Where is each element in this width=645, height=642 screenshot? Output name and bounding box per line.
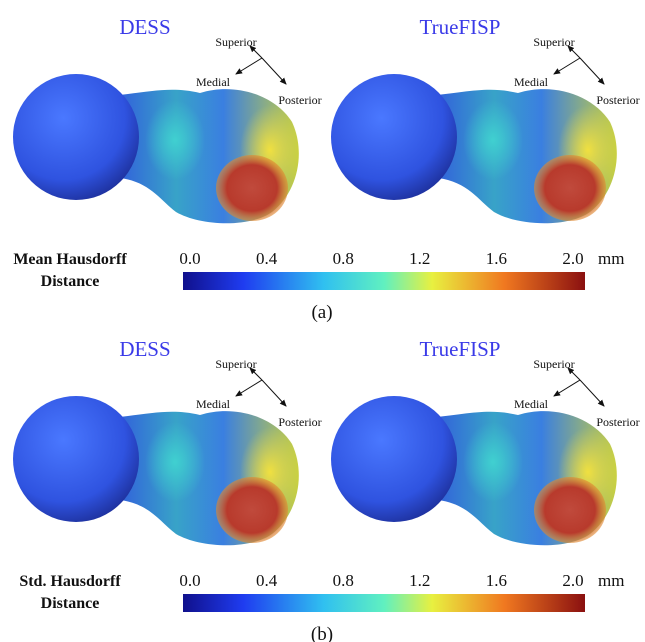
orientation-label: Posterior (596, 93, 639, 107)
colorbar-unit: mm (598, 249, 624, 268)
orientation-label: Medial (196, 397, 231, 411)
colorbar-tick: 0.8 (333, 249, 354, 268)
colorbar-tick: 2.0 (562, 571, 583, 590)
femoral-head (13, 74, 139, 200)
colorbar-label: Std. Hausdorff (19, 573, 121, 590)
colorbar-unit: mm (598, 571, 624, 590)
panel-caption: (a) (311, 302, 332, 323)
hot-patch (216, 155, 288, 221)
orientation-label: Superior (533, 35, 574, 49)
colorbar-label: Mean Hausdorff (13, 251, 127, 268)
colorbar-tick: 2.0 (562, 249, 583, 268)
cyan-patch (463, 422, 523, 502)
arrow (262, 58, 286, 84)
orientation-label: Posterior (278, 93, 321, 107)
hot-patch (534, 155, 606, 221)
femur-model: DESS Superior Medial Posterior (13, 15, 322, 223)
cyan-patch (145, 100, 205, 180)
colorbar-tick: 1.6 (486, 249, 507, 268)
femoral-head (331, 74, 457, 200)
orientation-label: Posterior (596, 415, 639, 429)
femoral-head (331, 396, 457, 522)
colorbar-tick: 1.2 (409, 249, 430, 268)
colorbar-tick: 0.0 (179, 571, 200, 590)
orientation-label: Medial (514, 397, 549, 411)
arrow (554, 380, 580, 396)
orientation-label: Medial (196, 75, 231, 89)
model-title: DESS (119, 337, 170, 361)
colorbar (183, 272, 585, 290)
hot-patch (534, 477, 606, 543)
arrow (236, 58, 262, 74)
femur-model: TrueFISP Superior Medial Posterior (331, 15, 640, 223)
model-title: TrueFISP (420, 337, 501, 361)
model-title: DESS (119, 15, 170, 39)
arrow (262, 380, 286, 406)
figure: DESS Superior Medial Posterior TrueFISP Super… (0, 0, 645, 642)
arrow (580, 380, 604, 406)
orientation-label: Medial (514, 75, 549, 89)
panel: DESS Superior Medial Posterior TrueFISP Super… (13, 337, 640, 642)
orientation-label: Posterior (278, 415, 321, 429)
orientation-label: Superior (215, 357, 256, 371)
orientation-label: Superior (533, 357, 574, 371)
model-title: TrueFISP (420, 15, 501, 39)
colorbar-tick: 1.6 (486, 571, 507, 590)
arrow (554, 58, 580, 74)
colorbar (183, 594, 585, 612)
colorbar-tick: 0.0 (179, 249, 200, 268)
panel: DESS Superior Medial Posterior TrueFISP Super… (13, 15, 640, 323)
cyan-patch (463, 100, 523, 180)
colorbar-tick: 0.8 (333, 571, 354, 590)
colorbar-tick: 0.4 (256, 571, 278, 590)
arrow (236, 380, 262, 396)
colorbar-tick: 1.2 (409, 571, 430, 590)
femur-model: DESS Superior Medial Posterior (13, 337, 322, 545)
femur-model: TrueFISP Superior Medial Posterior (331, 337, 640, 545)
colorbar-label: Distance (41, 273, 100, 290)
hot-patch (216, 477, 288, 543)
colorbar-tick: 0.4 (256, 249, 278, 268)
femoral-head (13, 396, 139, 522)
arrow (580, 58, 604, 84)
colorbar-label: Distance (41, 595, 100, 612)
panel-caption: (b) (311, 624, 333, 642)
orientation-label: Superior (215, 35, 256, 49)
cyan-patch (145, 422, 205, 502)
